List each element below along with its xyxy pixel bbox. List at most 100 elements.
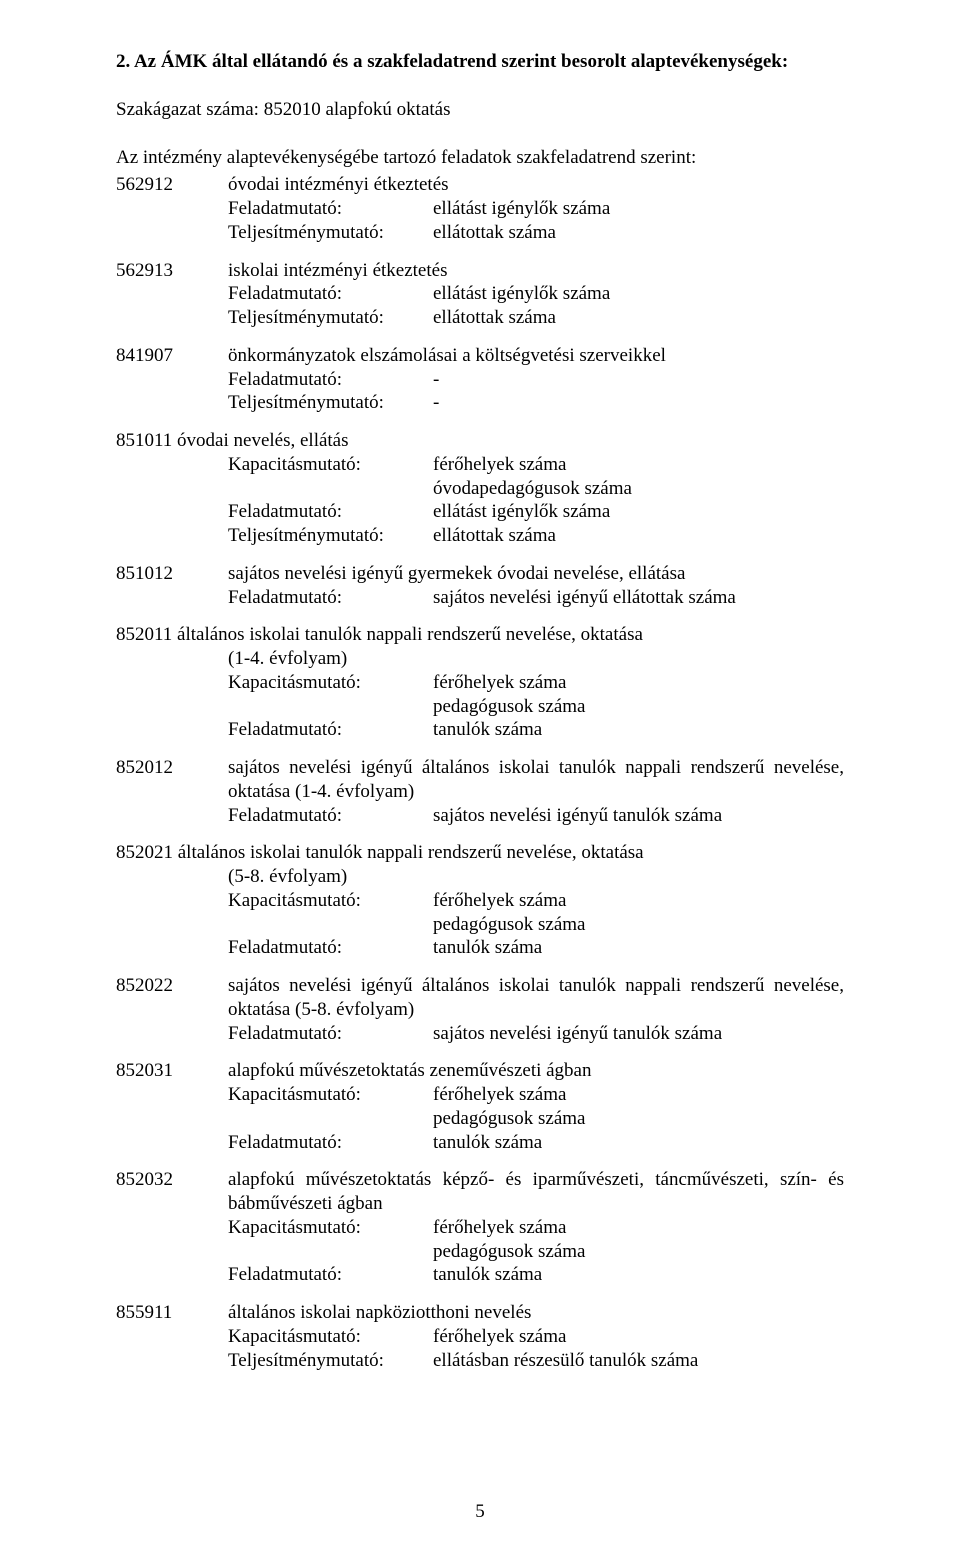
- entry-code: 562913: [116, 259, 228, 283]
- detail-value: férőhelyek száma: [433, 1216, 844, 1240]
- detail-value: sajátos nevelési igényű tanulók száma: [433, 804, 844, 828]
- detail-row: pedagógusok száma: [228, 1240, 844, 1264]
- entry-title: sajátos nevelési igényű gyermekek óvodai…: [228, 562, 844, 586]
- entry-title-line: 852011 általános iskolai tanulók nappali…: [116, 623, 844, 647]
- list-entry: 851011 óvodai nevelés, ellátásKapacitásm…: [116, 429, 844, 548]
- entry-title: sajátos nevelési igényű általános iskola…: [228, 974, 844, 1022]
- entry-code: 855911: [116, 1301, 228, 1325]
- entry-code-row: 852012sajátos nevelési igényű általános …: [116, 756, 844, 804]
- detail-row: Teljesítménymutató:ellátottak száma: [228, 524, 844, 548]
- detail-value: pedagógusok száma: [433, 1240, 844, 1264]
- detail-row: Kapacitásmutató:férőhelyek száma: [228, 1325, 844, 1349]
- detail-label: Kapacitásmutató:: [228, 889, 433, 913]
- entry-code: 562912: [116, 173, 228, 197]
- detail-row: Teljesítménymutató:ellátásban részesülő …: [228, 1349, 844, 1373]
- detail-row: Feladatmutató:ellátást igénylők száma: [228, 197, 844, 221]
- entry-title: sajátos nevelési igényű általános iskola…: [228, 756, 844, 804]
- detail-value: tanulók száma: [433, 936, 844, 960]
- detail-label: Teljesítménymutató:: [228, 306, 433, 330]
- detail-value: -: [433, 391, 844, 415]
- entry-title: önkormányzatok elszámolásai a költségvet…: [228, 344, 844, 368]
- entry-title-line: 852021 általános iskolai tanulók nappali…: [116, 841, 844, 865]
- list-entry: 852032alapfokú művészetoktatás képző- és…: [116, 1168, 844, 1287]
- detail-label: Teljesítménymutató:: [228, 1349, 433, 1373]
- detail-value: sajátos nevelési igényű ellátottak száma: [433, 586, 844, 610]
- detail-row: óvodapedagógusok száma: [228, 477, 844, 501]
- detail-row: Feladatmutató:sajátos nevelési igényű ta…: [228, 804, 844, 828]
- detail-row: Teljesítménymutató:ellátottak száma: [228, 306, 844, 330]
- detail-label: Feladatmutató:: [228, 586, 433, 610]
- detail-label: Feladatmutató:: [228, 804, 433, 828]
- entry-code: 852032: [116, 1168, 228, 1216]
- detail-value: ellátást igénylők száma: [433, 197, 844, 221]
- detail-row: Feladatmutató:tanulók száma: [228, 936, 844, 960]
- list-entry: 852031alapfokú művészetoktatás zeneművés…: [116, 1059, 844, 1154]
- items-container: 562912óvodai intézményi étkeztetésFelada…: [116, 173, 844, 1372]
- entry-code: 852022: [116, 974, 228, 1022]
- detail-label: Feladatmutató:: [228, 368, 433, 392]
- entry-code-row: 562912óvodai intézményi étkeztetés: [116, 173, 844, 197]
- detail-row: Feladatmutató:sajátos nevelési igényű el…: [228, 586, 844, 610]
- entry-code-row: 852032alapfokú művészetoktatás képző- és…: [116, 1168, 844, 1216]
- detail-label: Teljesítménymutató:: [228, 391, 433, 415]
- detail-row: pedagógusok száma: [228, 913, 844, 937]
- detail-label: [228, 695, 433, 719]
- detail-label: Kapacitásmutató:: [228, 453, 433, 477]
- detail-row: Feladatmutató:tanulók száma: [228, 1263, 844, 1287]
- list-entry: 562912óvodai intézményi étkeztetésFelada…: [116, 173, 844, 244]
- detail-row: Kapacitásmutató:férőhelyek száma: [228, 1216, 844, 1240]
- detail-value: tanulók száma: [433, 1131, 844, 1155]
- detail-value: ellátást igénylők száma: [433, 500, 844, 524]
- entry-code: 852012: [116, 756, 228, 804]
- entry-title: alapfokú művészetoktatás képző- és iparm…: [228, 1168, 844, 1216]
- detail-label: [228, 1240, 433, 1264]
- entry-title: általános iskolai napköziotthoni nevelés: [228, 1301, 844, 1325]
- detail-value: ellátást igénylők száma: [433, 282, 844, 306]
- entry-code-row: 852022sajátos nevelési igényű általános …: [116, 974, 844, 1022]
- list-entry: 851012sajátos nevelési igényű gyermekek …: [116, 562, 844, 610]
- detail-row: Feladatmutató:ellátást igénylők száma: [228, 282, 844, 306]
- section-heading: 2. Az ÁMK által ellátandó és a szakfelad…: [116, 50, 844, 74]
- detail-label: Feladatmutató:: [228, 936, 433, 960]
- detail-row: Teljesítménymutató:-: [228, 391, 844, 415]
- entry-code: 851012: [116, 562, 228, 586]
- list-entry: 855911általános iskolai napköziotthoni n…: [116, 1301, 844, 1372]
- detail-label: [228, 1107, 433, 1131]
- detail-row: Feladatmutató:tanulók száma: [228, 718, 844, 742]
- entry-title: alapfokú művészetoktatás zeneművészeti á…: [228, 1059, 844, 1083]
- detail-value: pedagógusok száma: [433, 913, 844, 937]
- detail-value: sajátos nevelési igényű tanulók száma: [433, 1022, 844, 1046]
- detail-value: tanulók száma: [433, 718, 844, 742]
- entry-title-line: 851011 óvodai nevelés, ellátás: [116, 429, 844, 453]
- page-number: 5: [0, 1500, 960, 1524]
- detail-label: Feladatmutató:: [228, 1022, 433, 1046]
- entry-code-row: 855911általános iskolai napköziotthoni n…: [116, 1301, 844, 1325]
- detail-row: pedagógusok száma: [228, 695, 844, 719]
- detail-label: Teljesítménymutató:: [228, 524, 433, 548]
- detail-value: férőhelyek száma: [433, 453, 844, 477]
- subsection-line: Szakágazat száma: 852010 alapfokú oktatá…: [116, 98, 844, 122]
- detail-label: Kapacitásmutató:: [228, 1216, 433, 1240]
- detail-value: pedagógusok száma: [433, 1107, 844, 1131]
- entry-title: iskolai intézményi étkeztetés: [228, 259, 844, 283]
- detail-value: ellátottak száma: [433, 306, 844, 330]
- list-entry: 852012sajátos nevelési igényű általános …: [116, 756, 844, 827]
- document-page: 2. Az ÁMK által ellátandó és a szakfelad…: [0, 0, 960, 1554]
- detail-value: férőhelyek száma: [433, 1083, 844, 1107]
- detail-label: Feladatmutató:: [228, 1131, 433, 1155]
- detail-label: Feladatmutató:: [228, 197, 433, 221]
- detail-row: Kapacitásmutató:férőhelyek száma: [228, 453, 844, 477]
- detail-value: ellátásban részesülő tanulók száma: [433, 1349, 844, 1373]
- detail-label: [228, 477, 433, 501]
- detail-label: Feladatmutató:: [228, 500, 433, 524]
- detail-row: Feladatmutató:-: [228, 368, 844, 392]
- detail-label: Feladatmutató:: [228, 282, 433, 306]
- detail-value: ellátottak száma: [433, 524, 844, 548]
- entry-code: 841907: [116, 344, 228, 368]
- entry-code-row: 562913iskolai intézményi étkeztetés: [116, 259, 844, 283]
- detail-label: Teljesítménymutató:: [228, 221, 433, 245]
- detail-value: férőhelyek száma: [433, 1325, 844, 1349]
- entry-subtitle: (1-4. évfolyam): [228, 647, 844, 671]
- entry-subtitle: (5-8. évfolyam): [228, 865, 844, 889]
- detail-value: ellátottak száma: [433, 221, 844, 245]
